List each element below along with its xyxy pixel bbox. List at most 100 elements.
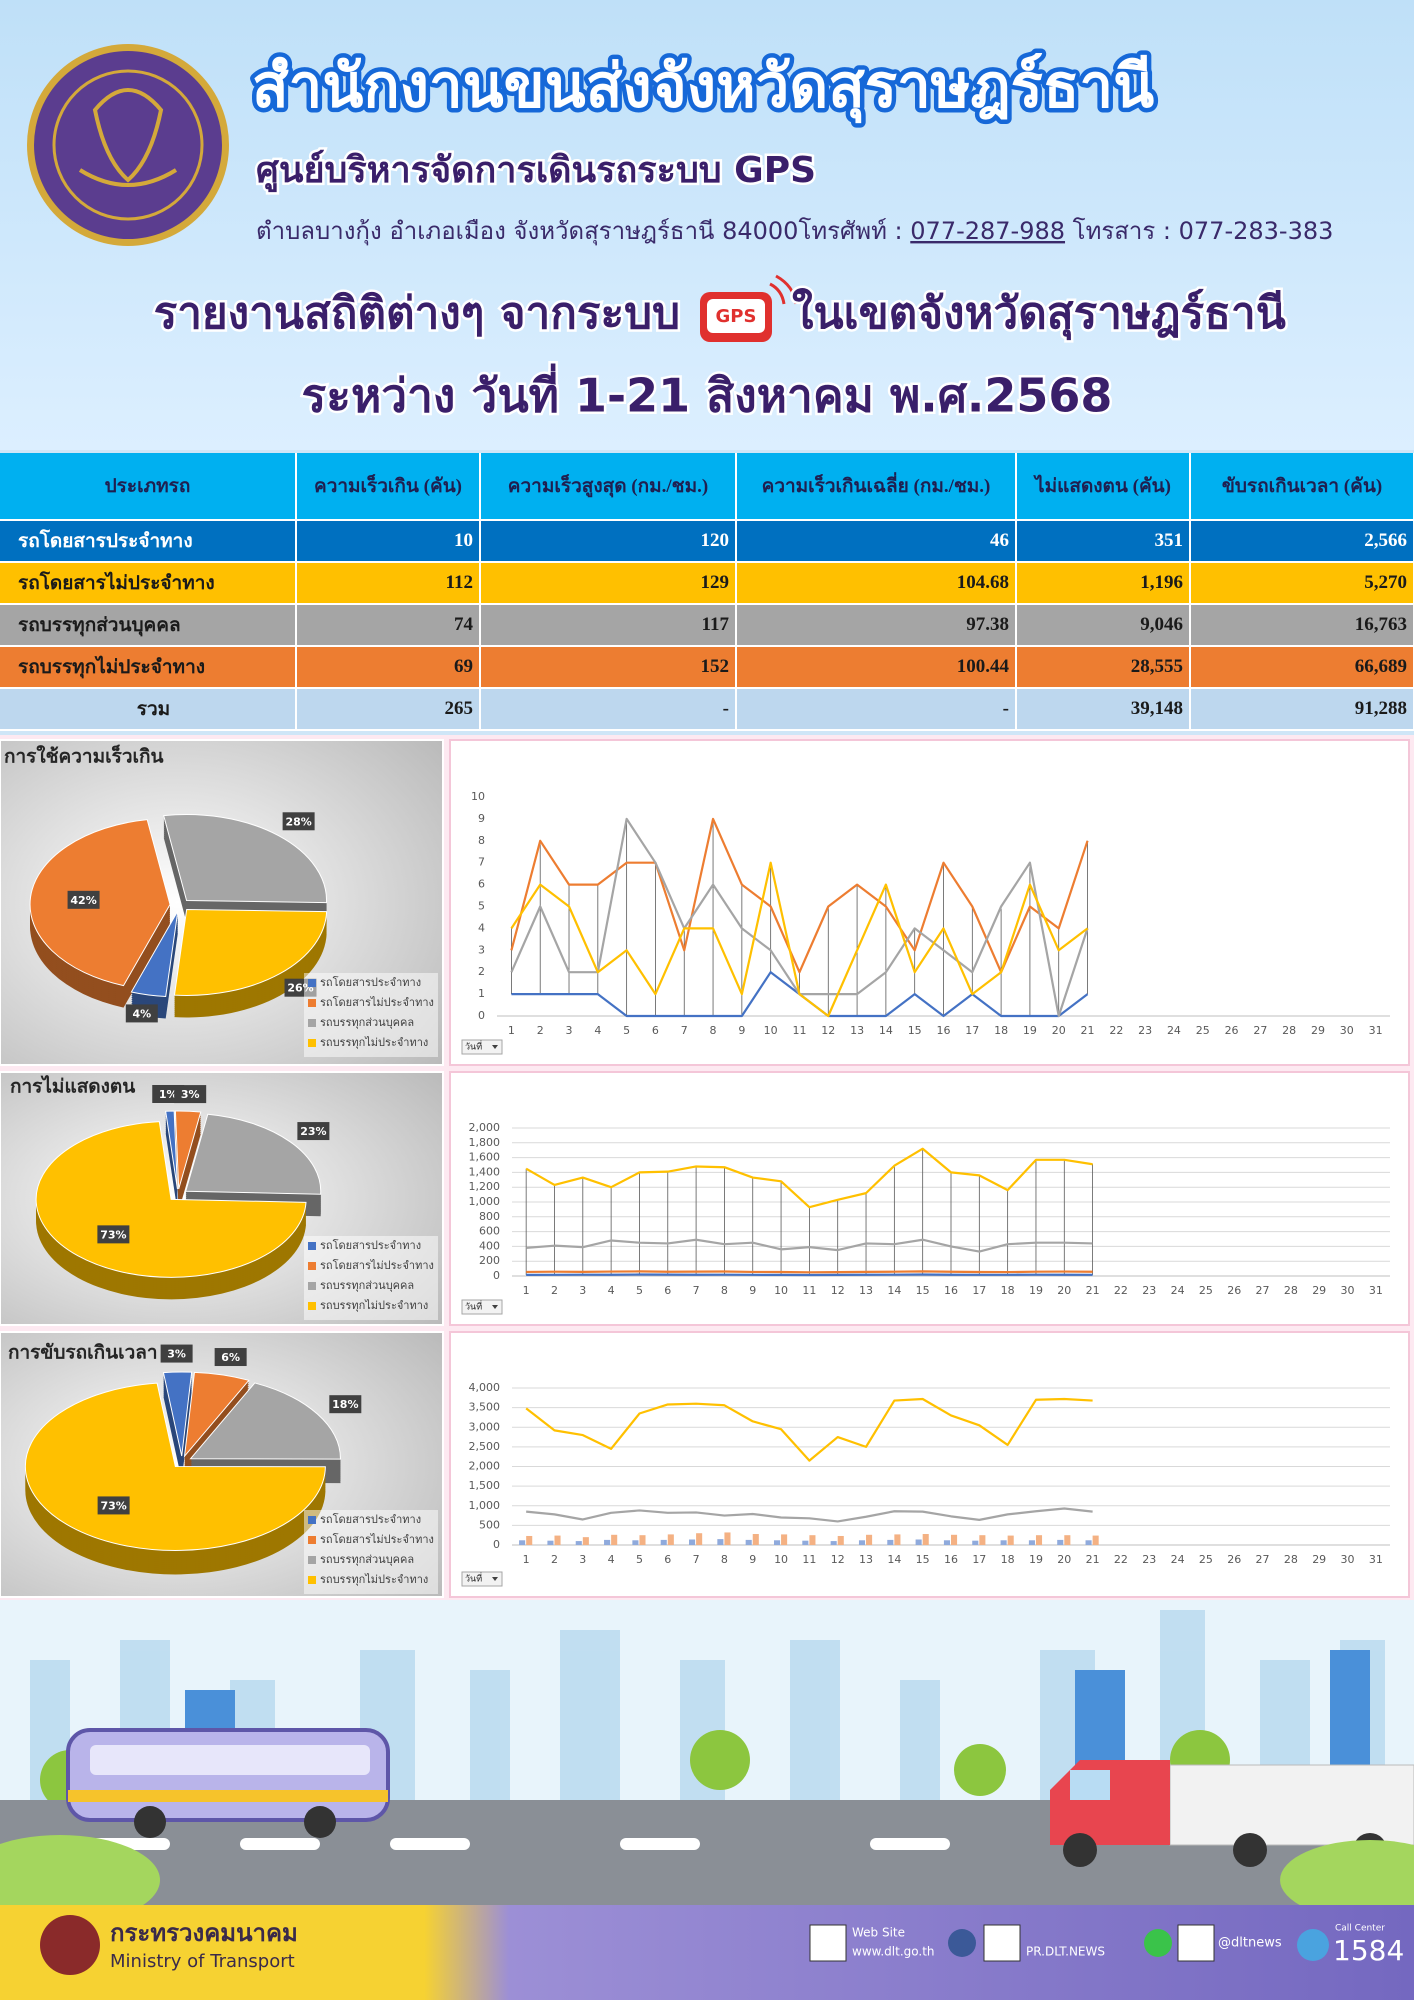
x-tick-label: 23 (1142, 1284, 1156, 1297)
x-tick-label: 22 (1109, 1024, 1123, 1037)
data-label-box (125, 1004, 158, 1023)
x-tick-label: 19 (1029, 1553, 1043, 1566)
x-tick-label: 4 (608, 1553, 615, 1566)
bar (717, 1539, 724, 1545)
series-line (525, 1147, 1093, 1209)
x-tick-label: 20 (1052, 1024, 1066, 1037)
x-tick-label: 14 (879, 1024, 893, 1037)
x-tick-label: 19 (1029, 1284, 1043, 1297)
table-row: รถโดยสารไม่ประจำทาง 112 129 104.68 1,196 5,27… (0, 562, 1414, 605)
bar (1085, 1540, 1092, 1545)
bar (604, 1539, 611, 1545)
table-body: รถโดยสารประจำทาง 10 120 46 351 2,566 รถโดยสารไ… (0, 520, 1414, 731)
x-tick-label: 17 (972, 1553, 986, 1566)
truck (1050, 1760, 1414, 1867)
address: ตำบลบางกุ้ง อำเภอเมือง จังหวัดสุราษฎร์ธา… (256, 217, 1333, 246)
legend-swatch (308, 1516, 316, 1524)
legend-box (304, 1236, 438, 1320)
x-tick-label: 13 (859, 1284, 873, 1297)
x-tick-label: 26 (1227, 1553, 1241, 1566)
table-cell: - (736, 688, 1017, 731)
x-tick-label: 29 (1311, 1024, 1325, 1037)
facebook-icon (948, 1929, 976, 1957)
series-line (526, 1270, 1093, 1274)
bar (611, 1534, 618, 1545)
table-cell: 120 (480, 520, 737, 563)
phone: 077-287-988 (910, 217, 1065, 245)
city-illustration (0, 1600, 1414, 1925)
table-cell: 265 (296, 688, 481, 731)
x-tick-label: 6 (652, 1024, 659, 1037)
table-cell: 129 (480, 562, 737, 605)
data-label-box (97, 1225, 130, 1244)
y-tick-label: 200 (479, 1254, 500, 1267)
qr (1177, 1924, 1215, 1962)
table-cell: 5,270 (1190, 562, 1414, 605)
facebook: PR.DLT.NEWS (1026, 1945, 1105, 1959)
x-tick-label: 5 (623, 1024, 630, 1037)
column-header: ประเภทรถ (0, 453, 297, 521)
y-tick-label: 0 (478, 1009, 485, 1022)
x-tick-label: 10 (764, 1024, 778, 1037)
legend-label: รถโดยสารไม่ประจำทาง (320, 1258, 434, 1272)
y-tick-label: 1,000 (469, 1195, 501, 1208)
column-header: ความเร็วเกินเฉลี่ย (กม./ชม.) (736, 453, 1017, 521)
pie-slice (173, 908, 328, 996)
legend-label: รถโดยสารประจำทาง (320, 975, 421, 989)
bar (802, 1540, 809, 1545)
x-tick-label: 27 (1256, 1284, 1270, 1297)
x-tick-label: 7 (693, 1284, 700, 1297)
table-cell: รถบรรทุกส่วนบุคคล (0, 604, 297, 647)
y-tick-label: 1,000 (469, 1499, 501, 1512)
data-label-box (214, 1348, 247, 1367)
pie-slice (163, 813, 328, 904)
logo (27, 44, 229, 246)
subtitle: ศูนย์บริหารจัดการเดินรถระบบ GPS (256, 149, 816, 193)
legend-swatch (308, 999, 316, 1007)
x-tick-label: 15 (916, 1284, 930, 1297)
bar (809, 1535, 816, 1545)
column-header: ไม่แสดงตน (คัน) (1016, 453, 1191, 521)
y-tick-label: 2,000 (469, 1460, 501, 1473)
y-tick-label: 8 (478, 834, 485, 847)
table-cell: 112 (296, 562, 481, 605)
x-tick-label: 30 (1340, 1024, 1354, 1037)
period: ระหว่าง วันที่ 1-21 สิงหาคม พ.ศ.2568 (302, 364, 1113, 423)
data-label: 73% (100, 1499, 126, 1512)
chart-title: การขับรถเกินเวลา (8, 1342, 158, 1364)
y-tick-label: 2 (478, 965, 485, 978)
table-cell: 2,566 (1190, 520, 1414, 563)
report-area: ในเขตจังหวัดสุราษฎร์ธานี (792, 287, 1286, 341)
report-title: รายงานสถิติต่างๆ จากระบบ (154, 288, 680, 339)
data-label-box (160, 1344, 193, 1363)
x-tick-label: 24 (1171, 1553, 1185, 1566)
x-tick-label: 23 (1138, 1024, 1152, 1037)
x-tick-label: 25 (1199, 1553, 1213, 1566)
line-id: @dltnews (1218, 1936, 1282, 1951)
address-text: ตำบลบางกุ้ง อำเภอเมือง จังหวัดสุราษฎร์ธา… (256, 217, 903, 246)
x-tick-label: 1 (523, 1284, 530, 1297)
web-label: Web Site (852, 1926, 905, 1940)
x-tick-label: 24 (1171, 1284, 1185, 1297)
filter-arrow (492, 1305, 498, 1309)
data-label: 28% (285, 815, 311, 828)
legend-label: รถโดยสารไม่ประจำทาง (320, 995, 434, 1009)
data-label-box (282, 812, 315, 831)
filter-arrow (492, 1045, 498, 1049)
bar (724, 1532, 731, 1545)
x-tick-label: 4 (608, 1284, 615, 1297)
bar (526, 1535, 533, 1545)
ministry-en: Ministry of Transport (110, 1951, 295, 1972)
series-line (526, 1238, 1093, 1253)
series-line (510, 861, 1089, 1018)
x-tick-label: 7 (693, 1553, 700, 1566)
x-tick-label: 13 (850, 1024, 864, 1037)
pie-slice (189, 1382, 341, 1460)
legend-swatch (308, 1262, 316, 1270)
filter-label: วันที่ (465, 1300, 482, 1313)
data-label: 42% (70, 894, 96, 907)
line-panel (449, 1071, 1410, 1326)
x-tick-label: 22 (1114, 1284, 1128, 1297)
legend-box (304, 973, 438, 1057)
